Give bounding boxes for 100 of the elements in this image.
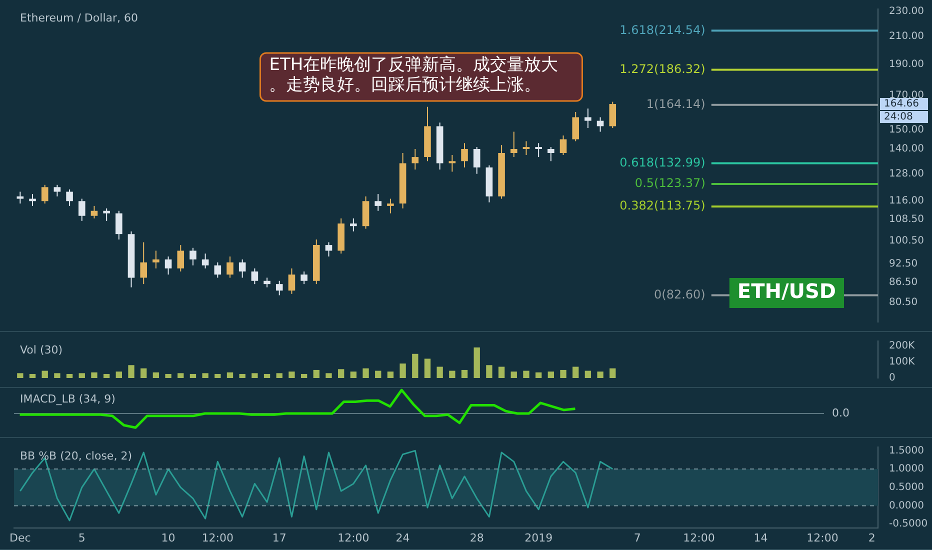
chart-title: Ethereum / Dollar, 60 [20, 11, 138, 24]
y-tick-label: -0.5000 [889, 518, 928, 530]
y-tick-label: 0 [889, 372, 896, 384]
candlestick [251, 268, 258, 285]
bar [350, 372, 357, 378]
bar [91, 372, 98, 378]
ref-line-label: 0.5(123.37) [634, 176, 706, 190]
bar [584, 370, 592, 378]
candlestick [473, 146, 480, 174]
x-tick-label: 12:00 [806, 531, 838, 544]
bar [252, 373, 258, 378]
bar [375, 370, 382, 378]
candlestick [522, 140, 530, 156]
annotation: ETH/USD [737, 279, 836, 304]
candlestick [264, 277, 270, 288]
x-tick-label: 28 [470, 531, 484, 544]
bar [486, 365, 492, 378]
candlestick [164, 256, 172, 276]
bar [610, 368, 616, 378]
bar [29, 374, 36, 378]
y-tick-label: 92.50 [889, 258, 918, 270]
candlestick [103, 208, 110, 222]
candlestick [448, 154, 456, 172]
ref-line-label: 0.382(113.75) [620, 198, 706, 213]
candlestick [29, 194, 36, 206]
x-tick-label: 24 [396, 531, 410, 544]
chart-title: IMACD_LB (34, 9) [20, 392, 116, 406]
bar [116, 372, 122, 378]
bar [436, 366, 443, 378]
bar [535, 372, 542, 378]
text: 0.0 [832, 406, 850, 420]
candlestick [190, 247, 196, 266]
bar [165, 374, 172, 378]
y-tick-label: 200K [889, 340, 916, 352]
candlestick [350, 218, 357, 232]
candlestick [325, 242, 332, 257]
bar [140, 368, 147, 378]
bar [202, 373, 208, 378]
candlestick [152, 250, 160, 269]
bar [214, 374, 221, 378]
bar [560, 370, 566, 378]
candlestick [226, 256, 234, 278]
x-tick-label: 5 [78, 531, 86, 544]
bar [264, 374, 270, 378]
candlestick [276, 280, 283, 296]
bar [326, 373, 332, 378]
candlestick [202, 253, 209, 269]
y-tick-label: 0.0000 [889, 500, 924, 512]
bar [412, 354, 418, 378]
bar [300, 374, 308, 378]
ref-line-label: 0(82.60) [654, 287, 706, 302]
candlestick [572, 111, 579, 142]
y-tick-label: 150.00 [889, 124, 924, 136]
x-tick-label: 12:00 [683, 531, 715, 544]
bar [400, 364, 406, 378]
bar [152, 372, 160, 378]
bar [387, 372, 394, 378]
candlestick [609, 101, 616, 129]
bar [226, 372, 234, 378]
x-tick-label: 14 [754, 531, 768, 544]
bar [362, 368, 369, 378]
x-tick-label: 2 [868, 531, 876, 544]
candlestick [461, 142, 468, 168]
bar [523, 370, 530, 378]
x-tick-label: 7 [634, 531, 641, 544]
text: 24:08 [884, 112, 913, 123]
candlestick [116, 210, 122, 240]
chart-title: Vol (30) [20, 343, 63, 356]
candlestick [535, 142, 542, 158]
bar [474, 347, 480, 378]
y-tick-label: 140.00 [889, 144, 924, 155]
ref-line-label: 0.618(132.99) [620, 155, 706, 170]
text: 164.66 [884, 98, 919, 110]
candlestick [584, 108, 592, 129]
bar [510, 372, 517, 378]
x-tick-label: Dec [10, 531, 31, 544]
y-tick-label: 100.50 [889, 235, 924, 246]
candlestick [140, 242, 147, 285]
y-tick-label: 1.0000 [889, 464, 924, 475]
bar [128, 365, 134, 378]
bar [597, 372, 604, 378]
ref-line-label: 1(164.14) [646, 97, 706, 112]
x-tick-label: 12:00 [338, 531, 370, 544]
candlestick [54, 184, 61, 197]
bar [338, 369, 344, 378]
ref-line-label: 1.272(186.32) [620, 62, 706, 76]
bar [66, 374, 73, 378]
y-tick-label: 128.00 [889, 168, 924, 180]
candlestick [90, 205, 98, 219]
bar [42, 370, 48, 378]
y-tick-label: 210.00 [889, 31, 924, 42]
bar [276, 373, 282, 378]
candlestick [41, 184, 48, 204]
candlestick [374, 194, 382, 212]
x-tick-label: 2019 [524, 531, 553, 544]
y-tick-label: 80.50 [889, 296, 918, 308]
bar [78, 373, 85, 378]
bar [461, 370, 468, 378]
candlestick [510, 131, 518, 158]
bar [17, 373, 24, 378]
